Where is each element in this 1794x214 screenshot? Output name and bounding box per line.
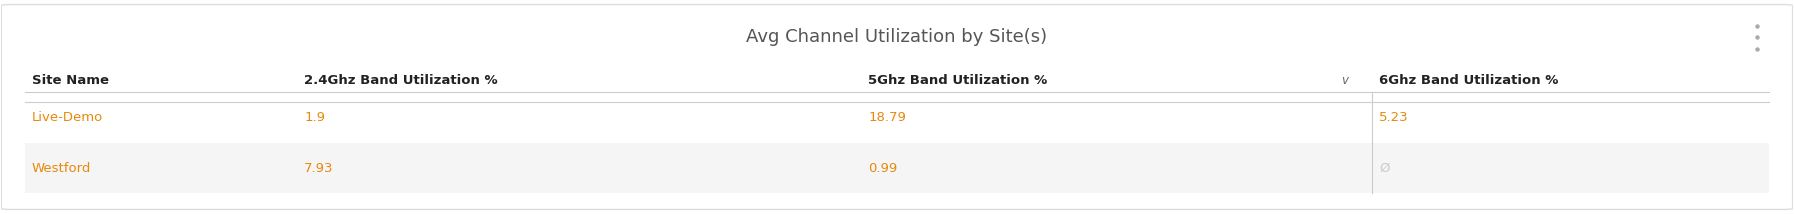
Text: 2.4Ghz Band Utilization %: 2.4Ghz Band Utilization % <box>305 74 497 87</box>
Text: Site Name: Site Name <box>32 74 109 87</box>
Bar <box>25 143 1769 193</box>
Text: 5Ghz Band Utilization %: 5Ghz Band Utilization % <box>868 74 1048 87</box>
FancyBboxPatch shape <box>2 4 1792 210</box>
Text: Westford: Westford <box>32 162 91 175</box>
Text: 0.99: 0.99 <box>868 162 897 175</box>
Text: Ø: Ø <box>1380 162 1389 175</box>
Text: v: v <box>1342 74 1349 87</box>
Text: 7.93: 7.93 <box>305 162 334 175</box>
Text: 18.79: 18.79 <box>868 111 906 124</box>
Bar <box>25 92 1769 142</box>
Text: 5.23: 5.23 <box>1380 111 1408 124</box>
Text: Avg Channel Utilization by Site(s): Avg Channel Utilization by Site(s) <box>746 28 1048 46</box>
Text: 1.9: 1.9 <box>305 111 325 124</box>
Text: 6Ghz Band Utilization %: 6Ghz Band Utilization % <box>1380 74 1559 87</box>
Text: Live-Demo: Live-Demo <box>32 111 102 124</box>
